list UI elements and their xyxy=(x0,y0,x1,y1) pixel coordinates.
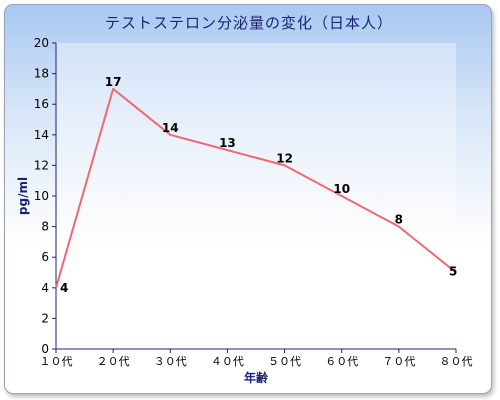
y-tick-label: 2 xyxy=(41,311,49,325)
x-tick-label: ５０代 xyxy=(268,355,301,368)
chart-title: テストステロン分泌量の変化（日本人） xyxy=(104,14,393,32)
line-chart: 0 2 4 6 8 10 12 14 16 18 20 １０代 ２０代 ３０代 ４０代 ５０代 ６０代 ７０代 ８０… xyxy=(16,36,473,385)
x-tick-label: ７０代 xyxy=(382,355,415,368)
y-tick-label: 4 xyxy=(41,281,49,295)
y-tick-label: 8 xyxy=(41,220,49,234)
y-tick-label: 6 xyxy=(41,250,49,264)
chart-frame: テストステロン分泌量の変化（日本人） 0 2 4 6 8 10 12 14 16 18 20 １０代 ２… xyxy=(4,4,492,394)
x-tick-label: ４０代 xyxy=(211,355,244,368)
y-tick-label: 10 xyxy=(34,189,49,203)
y-tick-label: 20 xyxy=(34,36,49,50)
x-tick-label: １０代 xyxy=(40,355,73,368)
y-axis-title: pg/ml xyxy=(16,177,30,215)
data-label: 12 xyxy=(276,151,293,165)
data-label: 10 xyxy=(333,182,350,196)
x-axis-title: 年齢 xyxy=(244,370,269,385)
x-tick-label: ６０代 xyxy=(325,355,358,368)
plot-area xyxy=(56,43,456,349)
data-label: 13 xyxy=(219,136,236,150)
y-tick-label: 0 xyxy=(41,342,49,356)
series-line xyxy=(55,87,457,289)
data-label: 14 xyxy=(162,121,179,135)
y-tick-label: 18 xyxy=(34,67,49,81)
y-tick-label: 12 xyxy=(34,158,49,172)
data-label: 4 xyxy=(60,281,68,295)
data-label: 5 xyxy=(449,265,457,279)
data-label: 8 xyxy=(395,213,403,227)
x-tick-label: ２０代 xyxy=(97,355,130,368)
x-tick-label: ３０代 xyxy=(154,355,187,368)
data-label: 17 xyxy=(105,75,122,89)
x-tick-label: ８０代 xyxy=(440,355,473,368)
y-tick-label: 16 xyxy=(34,97,49,111)
y-tick-label: 14 xyxy=(34,128,49,142)
